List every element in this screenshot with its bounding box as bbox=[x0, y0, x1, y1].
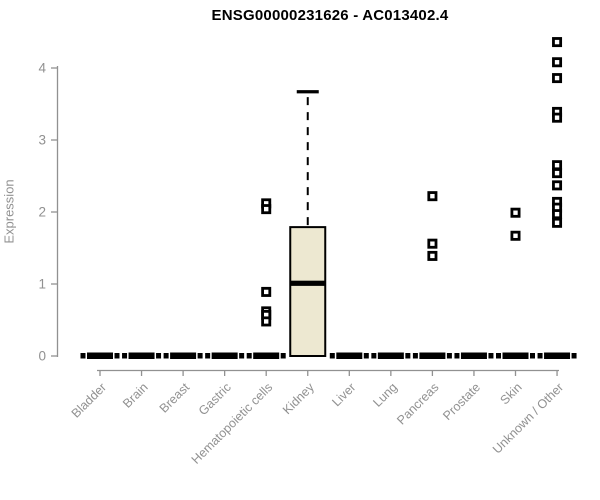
box-group bbox=[289, 90, 327, 357]
whisker-cap-right bbox=[405, 353, 411, 359]
box-group bbox=[246, 352, 286, 359]
flat-box bbox=[419, 352, 446, 359]
box-group bbox=[496, 352, 535, 359]
whisker-cap-right bbox=[114, 353, 120, 359]
flat-box bbox=[87, 352, 113, 359]
x-tick-label: Skin bbox=[498, 380, 525, 407]
whisker-cap-left bbox=[412, 353, 418, 359]
x-tick-label: Unknown / Other bbox=[490, 380, 566, 456]
outlier-point bbox=[552, 168, 563, 179]
flat-box bbox=[128, 352, 155, 359]
box-group bbox=[537, 352, 577, 359]
flat-box bbox=[502, 352, 529, 359]
outlier-point bbox=[261, 316, 272, 327]
whisker-cap-left bbox=[329, 353, 335, 359]
box-group bbox=[205, 352, 245, 359]
outlier-point bbox=[552, 160, 563, 171]
whisker-cap-right bbox=[488, 353, 494, 359]
outlier-point bbox=[552, 37, 563, 48]
flat-box bbox=[211, 352, 238, 359]
x-tick-label: Liver bbox=[329, 380, 358, 409]
outlier-point bbox=[261, 286, 272, 297]
y-tick-label: 4 bbox=[38, 61, 46, 76]
box-group bbox=[80, 352, 120, 359]
x-tick-label: Hematopoietic cells bbox=[189, 380, 276, 467]
whisker-cap-right bbox=[530, 353, 535, 359]
x-tick-label: Breast bbox=[157, 380, 193, 416]
x-tick-label: Gastric bbox=[196, 380, 234, 418]
box-rect bbox=[289, 226, 327, 357]
outlier-point bbox=[552, 209, 563, 220]
y-tick-label: 2 bbox=[38, 205, 46, 220]
outlier-point bbox=[427, 238, 438, 249]
median-line bbox=[290, 280, 326, 286]
whisker-cap-right bbox=[571, 353, 577, 359]
y-tick-label: 0 bbox=[38, 349, 46, 364]
outlier-point bbox=[552, 217, 563, 228]
whisker-cap-left bbox=[163, 353, 169, 359]
whisker-cap-left bbox=[205, 353, 211, 359]
whisker-cap-left bbox=[246, 353, 252, 359]
whisker-cap-right bbox=[446, 353, 452, 359]
outlier-point bbox=[510, 230, 521, 241]
y-tick-label: 1 bbox=[38, 277, 46, 292]
whisker-cap-right bbox=[156, 353, 162, 359]
whisker-cap-right bbox=[280, 353, 286, 359]
x-tick-label: Lung bbox=[370, 380, 400, 410]
whisker-cap-right bbox=[239, 353, 245, 359]
whisker-cap-left bbox=[122, 353, 128, 359]
outlier-point bbox=[261, 204, 272, 215]
outlier-point bbox=[427, 250, 438, 261]
y-tick-label: 3 bbox=[38, 133, 46, 148]
outlier-point bbox=[510, 207, 521, 218]
flat-box bbox=[460, 352, 487, 359]
flat-box bbox=[377, 352, 404, 359]
whisker-cap-right bbox=[197, 353, 203, 359]
whisker-cap-left bbox=[496, 353, 501, 359]
x-tick-label: Bladder bbox=[69, 380, 109, 420]
outlier-point bbox=[552, 180, 563, 191]
x-tick-label: Brain bbox=[120, 380, 151, 411]
flat-box bbox=[336, 352, 363, 359]
x-tick-label: Prostate bbox=[440, 380, 483, 423]
x-tick-label: Pancreas bbox=[394, 380, 441, 427]
whisker-cap-left bbox=[80, 353, 86, 359]
outlier-point bbox=[552, 73, 563, 84]
flat-box bbox=[544, 352, 571, 359]
flat-box bbox=[253, 352, 280, 359]
chart-title: ENSG00000231626 - AC013402.4 bbox=[211, 7, 449, 24]
box-group bbox=[163, 352, 203, 359]
whisker-cap-right bbox=[363, 353, 369, 359]
box-group bbox=[454, 352, 494, 359]
box-group bbox=[412, 352, 452, 359]
box-group bbox=[122, 352, 162, 359]
outlier-point bbox=[427, 191, 438, 202]
box-group bbox=[371, 352, 411, 359]
box-group bbox=[329, 352, 369, 359]
whisker-cap-left bbox=[537, 353, 543, 359]
whisker-cap-left bbox=[371, 353, 377, 359]
whisker-cap-left bbox=[454, 353, 460, 359]
outlier-point bbox=[552, 57, 563, 68]
outlier-point bbox=[552, 112, 563, 123]
x-tick-label: Kidney bbox=[280, 380, 317, 417]
flat-box bbox=[170, 352, 197, 359]
